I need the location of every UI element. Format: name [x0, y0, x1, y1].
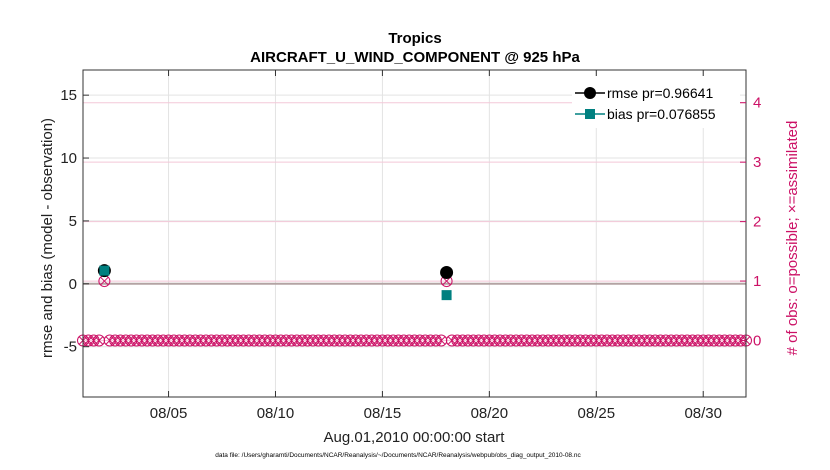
obs-assimilated-marker: [100, 276, 109, 286]
rmse-point: [440, 265, 454, 279]
obs-assimilated-marker: [94, 336, 104, 345]
x-tick-label: 08/30: [684, 405, 722, 422]
y-tick-label-right: 0: [753, 333, 761, 350]
x-tick-label: 08/15: [364, 405, 402, 422]
x-tick-label: 08/10: [257, 405, 295, 422]
legend-rmse-marker: [584, 87, 596, 99]
y-tick-label-right: 4: [753, 95, 761, 112]
obs-count-markers: [77, 275, 752, 347]
legend: rmse pr=0.96641 bias pr=0.076855: [572, 76, 740, 128]
y-axis-label-right: # of obs: o=possible; ×=assimilated: [784, 121, 801, 356]
data-points: [97, 264, 454, 301]
legend-box: [572, 76, 740, 128]
legend-bias-label: bias pr=0.076855: [607, 106, 716, 122]
y-axis-label-left: rmse and bias (model - observation): [39, 118, 56, 358]
y-tick-label-right: 3: [753, 154, 761, 171]
obs-assimilated-marker: [436, 336, 446, 345]
legend-rmse-label: rmse pr=0.96641: [607, 85, 713, 101]
x-tick-label: 08/20: [471, 405, 509, 422]
footnote: data file: /Users/gharamti/Documents/NCA…: [215, 452, 581, 459]
chart-title: Tropics: [388, 30, 441, 47]
chart-subtitle: AIRCRAFT_U_WIND_COMPONENT @ 925 hPa: [250, 49, 580, 66]
plot-frame: [82, 69, 747, 398]
x-tick-label: 08/25: [578, 405, 616, 422]
bias-point: [99, 265, 110, 276]
y-tick-label-left: 10: [60, 150, 77, 167]
x-axis-label: Aug.01,2010 00:00:00 start: [324, 429, 506, 446]
y-tick-label-left: 5: [69, 213, 77, 230]
x-tick-label: 08/05: [150, 405, 188, 422]
right-axis-gridlines: [83, 102, 746, 342]
y-tick-label-right: 2: [753, 214, 761, 231]
axis-ticks: 08/05 08/10 08/15 08/20 08/25 08/30 -5 0 5 10 15 0 1…: [60, 70, 761, 422]
bias-point: [441, 290, 452, 301]
legend-bias-marker: [585, 109, 595, 119]
y-tick-label-right: 1: [753, 273, 761, 290]
y-tick-label-left: 15: [60, 87, 77, 104]
y-tick-label-left: 0: [69, 276, 77, 293]
y-tick-label-left: -5: [64, 339, 77, 356]
